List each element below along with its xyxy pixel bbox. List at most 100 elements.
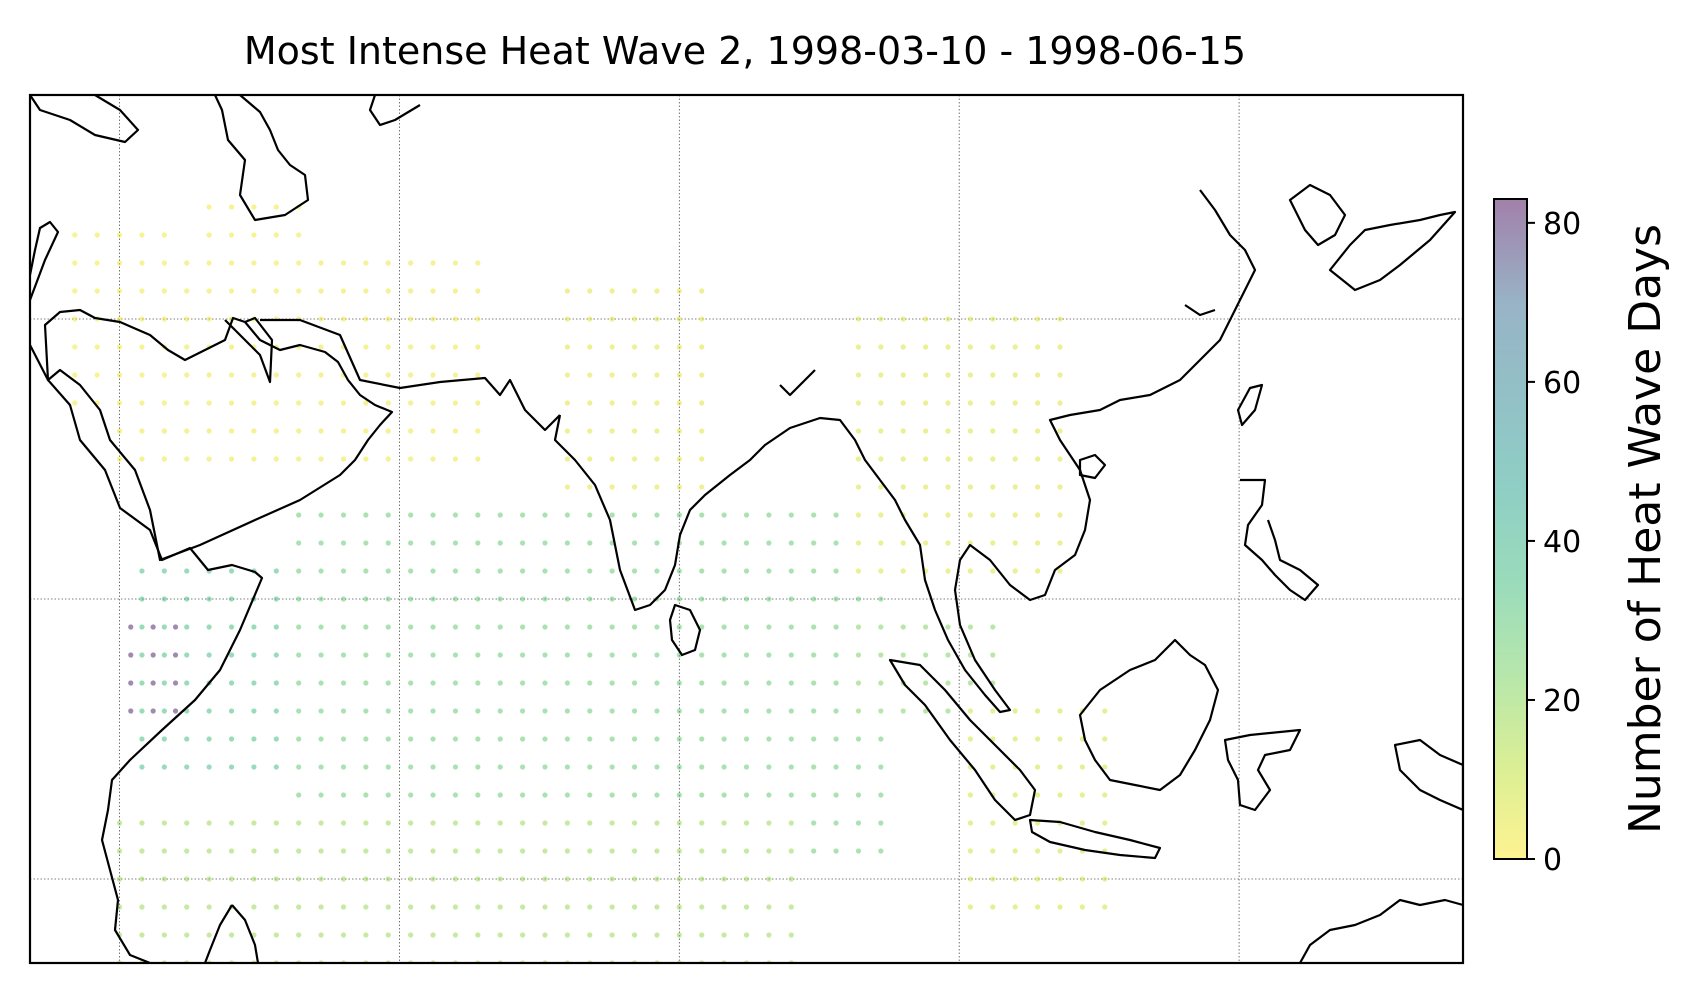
heat-wave-dot (587, 624, 593, 630)
heat-wave-dot (340, 260, 347, 266)
coastline-red-sea (30, 220, 60, 301)
heat-wave-dot (1034, 876, 1041, 882)
heat-wave-dot (1057, 876, 1063, 882)
heat-wave-dot (408, 932, 414, 938)
heat-wave-dot (609, 792, 615, 798)
heat-wave-dot (251, 400, 257, 406)
heat-wave-dot (430, 344, 436, 350)
heat-wave-dot (139, 428, 145, 434)
heat-wave-dot (430, 288, 436, 294)
heat-wave-dot (139, 764, 145, 770)
heat-wave-dot (497, 540, 503, 546)
heat-wave-dot (408, 428, 414, 434)
heat-wave-dot (766, 792, 772, 798)
heat-wave-dot (430, 540, 436, 546)
heat-wave-dot (318, 372, 324, 378)
heat-wave-dot (296, 540, 302, 546)
heat-wave-dot (273, 428, 279, 434)
heat-wave-dot (878, 456, 884, 462)
heat-wave-dot (967, 848, 974, 854)
coastlines (30, 95, 1463, 963)
heat-wave-dot (923, 708, 929, 714)
heat-wave-dot (497, 932, 503, 938)
heat-wave-dot (161, 876, 167, 882)
heat-wave-dot (452, 736, 459, 742)
heat-wave-dot (766, 680, 772, 686)
heat-wave-dot (161, 260, 167, 266)
heat-wave-dot (363, 792, 369, 798)
heat-wave-dot (900, 652, 906, 658)
heat-wave-dot (452, 708, 459, 714)
heat-wave-dot (475, 652, 481, 658)
heat-wave-dot (184, 596, 190, 602)
colorbar-label: Number of Heat Wave Days (1620, 224, 1671, 834)
heat-wave-dot (519, 820, 526, 826)
heat-wave-dot (251, 652, 257, 658)
heat-wave-dot (363, 344, 369, 350)
heat-wave-dot (161, 568, 167, 574)
heat-wave-dot (631, 596, 638, 602)
heat-wave-dot (743, 568, 750, 574)
heat-wave-dot (497, 904, 503, 910)
heat-wave-dot (923, 652, 929, 658)
heat-wave-dot (184, 680, 190, 686)
heat-wave-dot (475, 568, 481, 574)
heat-wave-dot (564, 708, 570, 714)
heat-wave-dot (564, 848, 570, 854)
coastline-borneo (1078, 638, 1220, 792)
heat-wave-dot (542, 708, 548, 714)
colorbar-gradient (1494, 199, 1527, 859)
heat-wave-dot (1102, 736, 1108, 742)
heat-wave-dot (878, 848, 884, 854)
heat-wave-dot (833, 596, 839, 602)
heat-wave-dot (340, 540, 347, 546)
heat-wave-dot (788, 596, 794, 602)
heat-wave-dot (206, 232, 212, 238)
heat-wave-dot (161, 848, 167, 854)
heat-wave-dot (184, 344, 190, 350)
heat-wave-dot (676, 568, 682, 574)
heat-wave-dot (251, 876, 257, 882)
heat-wave-dot (251, 820, 257, 826)
heat-wave-dot (363, 372, 369, 378)
heat-wave-dot (497, 512, 503, 518)
heat-wave-dot (699, 876, 705, 882)
heat-wave-dot (1057, 568, 1063, 574)
heat-wave-dot (72, 232, 78, 238)
heat-wave-dot (631, 456, 638, 462)
heat-wave-dot (542, 876, 548, 882)
heat-wave-dot (654, 540, 660, 546)
map-panel (28, 93, 1465, 965)
heat-wave-dot (519, 876, 526, 882)
heat-wave-dot (990, 848, 996, 854)
heat-wave-dot (430, 708, 436, 714)
heat-wave-dot (430, 400, 436, 406)
heat-wave-dot (878, 764, 884, 770)
heat-wave-dot (766, 932, 772, 938)
heat-wave-dot (318, 540, 324, 546)
heat-wave-dot (139, 316, 145, 322)
heat-wave-dot (139, 288, 145, 294)
heat-wave-dot (855, 428, 862, 434)
heat-wave-dot (228, 344, 235, 350)
heat-wave-dot (1057, 708, 1063, 714)
heat-wave-dot (1012, 876, 1018, 882)
heat-wave-dot (699, 708, 705, 714)
heat-wave-dot (340, 428, 347, 434)
heat-wave-dot (172, 680, 179, 686)
heat-wave-dot (811, 764, 817, 770)
heat-wave-dot (766, 876, 772, 882)
heat-wave-dot (475, 344, 481, 350)
coastline-sulawesi (1223, 728, 1302, 812)
heat-wave-dot (340, 456, 347, 462)
heat-wave-dot (296, 848, 302, 854)
heat-wave-dot (318, 260, 324, 266)
heat-wave-dot (587, 596, 593, 602)
heat-wave-dot (408, 344, 414, 350)
heat-wave-dot (855, 820, 862, 826)
heat-wave-dot (967, 680, 974, 686)
coastline-sri-lanka (668, 603, 702, 657)
heat-wave-dot (452, 848, 459, 854)
heat-wave-dot (587, 372, 593, 378)
heat-wave-dot (609, 316, 615, 322)
